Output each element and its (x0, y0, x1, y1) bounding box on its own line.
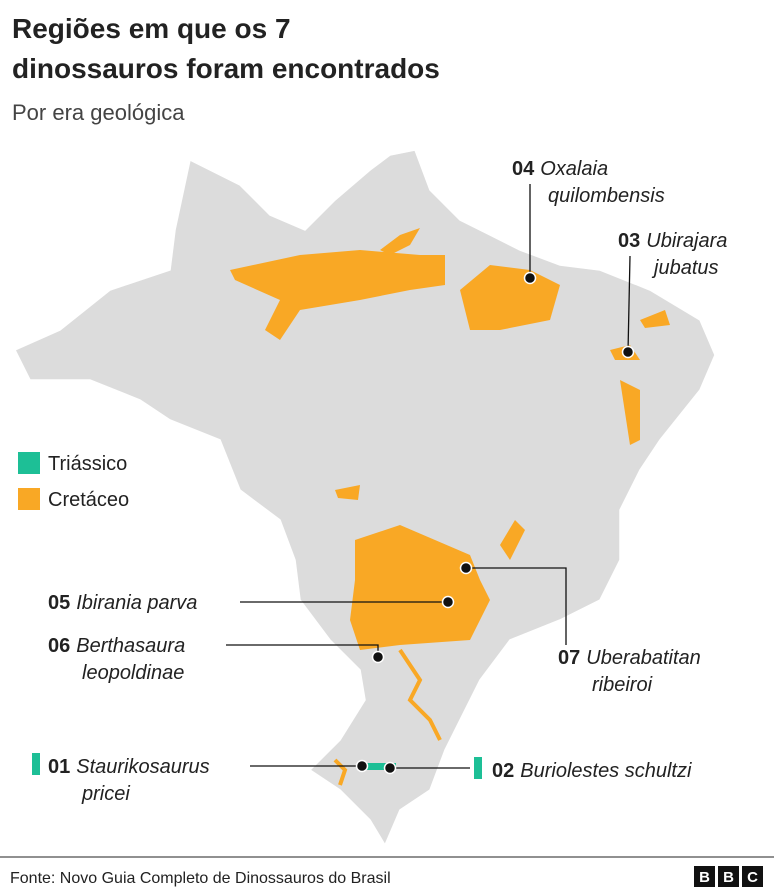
marker-number: 01 (48, 756, 70, 778)
logo-box (718, 866, 739, 887)
marker-label: 06 Berthasaura (48, 635, 185, 657)
marker-name: Ibirania parva (76, 592, 197, 614)
logo-letter: B (723, 869, 734, 886)
marker-name: leopoldinae (82, 662, 184, 684)
legend-swatch (18, 452, 40, 474)
title-line: dinossauros foram encontrados (12, 53, 440, 84)
marker-number: 06 (48, 635, 70, 657)
marker-name: Buriolestes schultzi (520, 760, 692, 782)
marker-number: 04 (512, 158, 535, 180)
location-dot (441, 595, 455, 609)
marker-number: 03 (618, 230, 640, 252)
logo-letter: B (699, 869, 710, 886)
marker-name: Oxalaia (540, 158, 608, 180)
marker-name: Uberabatitan (586, 647, 701, 669)
marker-name: quilombensis (548, 185, 665, 207)
legend-swatch (18, 488, 40, 510)
location-dot (383, 761, 397, 775)
era-bar (32, 753, 40, 775)
legend-label: Triássico (48, 453, 127, 475)
country-shape (13, 149, 716, 847)
location-dot (355, 759, 369, 773)
logo-box (694, 866, 715, 887)
title-line: Regiões em que os 7 (12, 13, 291, 44)
era-bar (474, 757, 482, 779)
marker-number: 07 (558, 647, 580, 669)
marker-label: 07 Uberabatitan (558, 647, 701, 669)
marker-number: 05 (48, 592, 70, 614)
marker-name: Ubirajara (646, 230, 727, 252)
marker-label: 03 Ubirajara (618, 230, 727, 252)
marker-label: 01 Staurikosaurus (48, 756, 210, 778)
location-dot (621, 345, 635, 359)
location-dot (459, 561, 473, 575)
marker-name: Berthasaura (76, 635, 185, 657)
marker-label: 02 Buriolestes schultzi (492, 760, 692, 782)
marker-label: 05 Ibirania parva (48, 592, 197, 614)
logo-letter: C (747, 869, 758, 886)
location-dot (371, 650, 385, 664)
marker-name: pricei (81, 783, 130, 805)
marker-number: 02 (492, 760, 514, 782)
marker-name: Staurikosaurus (76, 756, 209, 778)
triassic-area (358, 763, 396, 770)
logo-box (742, 866, 763, 887)
marker-name: jubatus (651, 257, 719, 279)
legend-label: Cretáceo (48, 489, 129, 511)
marker-label: 04 Oxalaia (512, 158, 608, 180)
marker-name: ribeiroi (592, 674, 653, 696)
subtitle: Por era geológica (12, 100, 185, 125)
source: Fonte: Novo Guia Completo de Dinossauros… (10, 870, 391, 887)
location-dot (523, 271, 537, 285)
leader-line (627, 255, 631, 353)
leader-line (466, 567, 567, 645)
